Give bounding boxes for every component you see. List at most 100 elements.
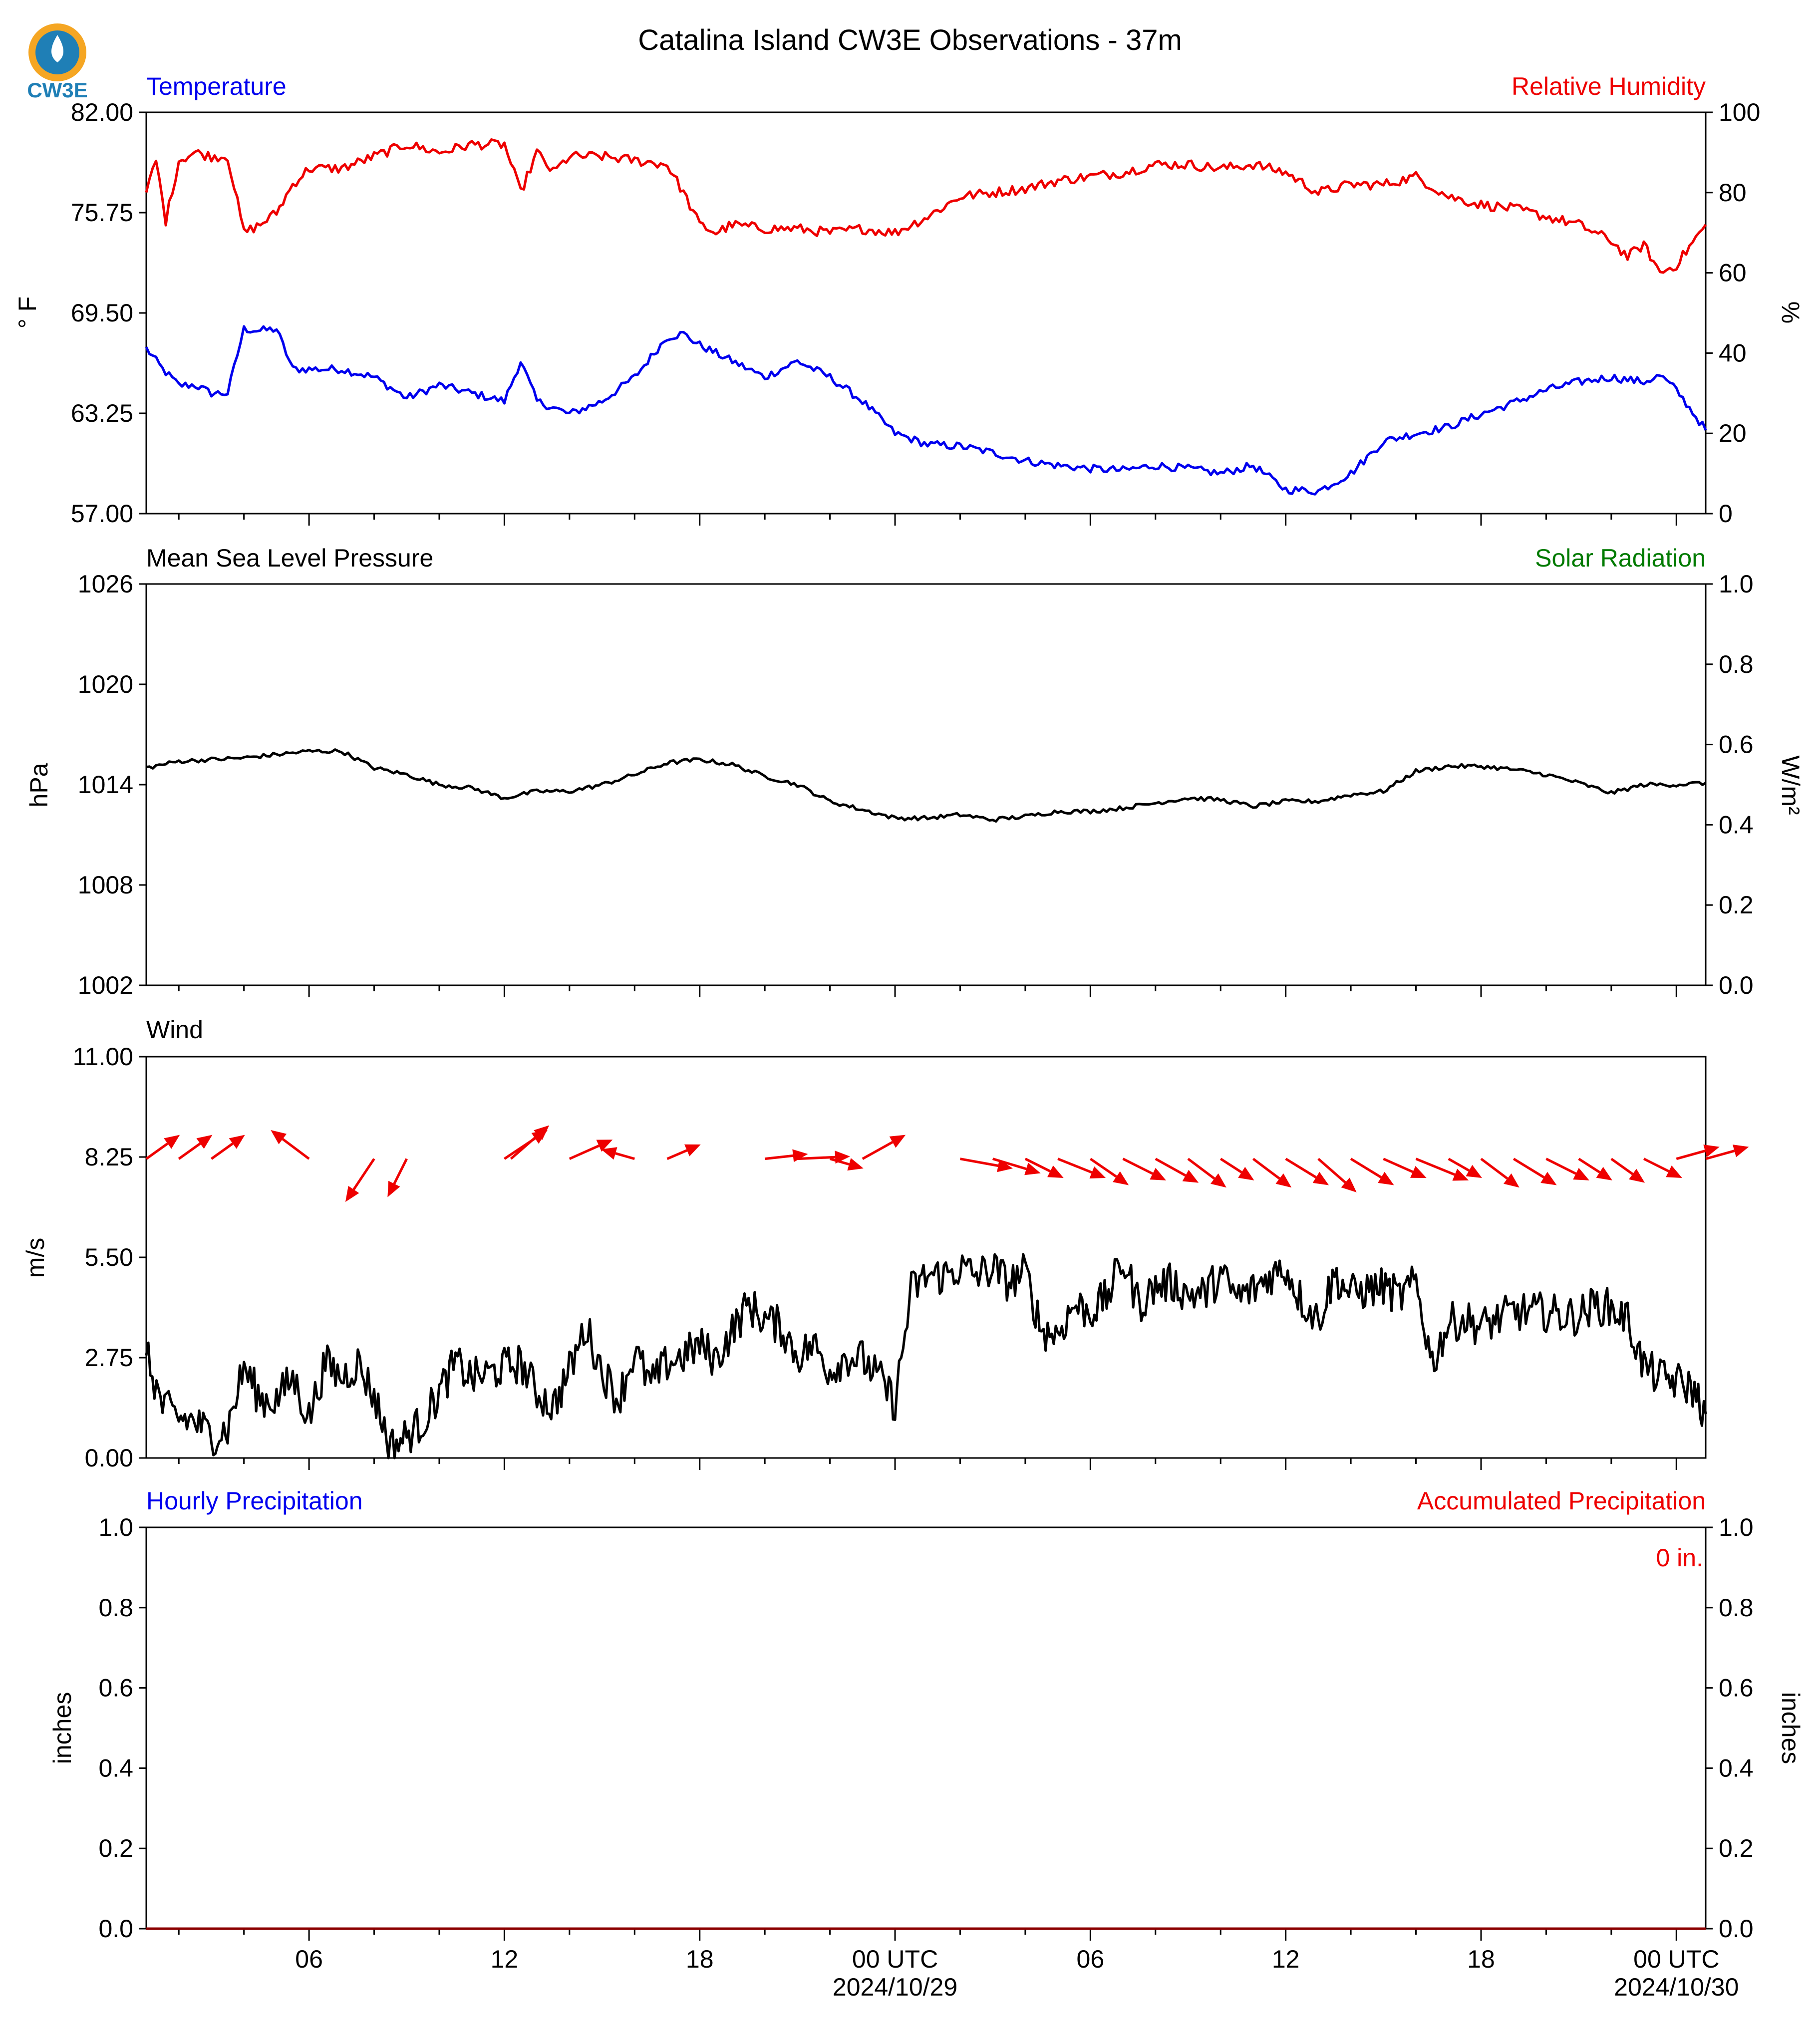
wind-arrow	[1317, 1158, 1357, 1192]
series-line-0	[146, 748, 1707, 823]
wind-arrow	[1545, 1158, 1589, 1180]
wind-arrow-shaft	[1219, 1158, 1242, 1173]
wind-arrow	[1513, 1158, 1557, 1185]
wind-arrow	[1122, 1158, 1166, 1180]
left-tick-label: 0.4	[98, 1754, 133, 1782]
right-tick-label: 80	[1719, 179, 1747, 207]
right-tick-label: 0.4	[1719, 1754, 1754, 1782]
solar-ylabel: W/m²	[1777, 755, 1805, 815]
wind-arrow	[1415, 1158, 1469, 1181]
wind-arrow-shaft	[145, 1143, 169, 1160]
wind-arrow	[1057, 1158, 1106, 1178]
wind-arrow-head	[1341, 1177, 1357, 1192]
wind-arrow	[210, 1135, 245, 1160]
wind-arrow-head	[196, 1135, 213, 1149]
wind-arrow-shaft	[1024, 1158, 1051, 1172]
x-tick-date-label: 2024/10/30	[1614, 1973, 1739, 2001]
wind-arrow-shaft	[1089, 1158, 1117, 1178]
wind-arrow-shaft	[1155, 1158, 1187, 1177]
wind-arrow-shaft	[282, 1138, 310, 1160]
wind-arrow-head	[1452, 1168, 1469, 1181]
right-tick-label: 0.6	[1719, 1674, 1754, 1702]
series-line-0	[145, 1253, 1707, 1459]
wind-arrow-head	[601, 1147, 617, 1160]
accumulated-precip-ylabel: inches	[1777, 1692, 1805, 1764]
wind-arrow-shaft	[1643, 1158, 1670, 1172]
wind-arrow-shaft	[1415, 1158, 1456, 1176]
left-tick-label: 0.6	[98, 1674, 133, 1702]
wind-arrow-head	[1596, 1166, 1612, 1180]
right-tick-label: 40	[1719, 339, 1747, 367]
wind-arrow-head	[1211, 1173, 1226, 1188]
left-tick-label: 1014	[78, 771, 133, 799]
logo-drop-icon	[51, 35, 64, 62]
wind-arrow-shaft	[960, 1158, 999, 1167]
wind-arrow-shaft	[1480, 1158, 1509, 1180]
wind-arrow-shaft	[1383, 1158, 1414, 1173]
wind-arrow-head	[1275, 1173, 1292, 1188]
panel-frame	[145, 1056, 1707, 1459]
wind-arrow	[345, 1158, 375, 1202]
wind-arrow-shaft	[1252, 1158, 1280, 1180]
left-tick-label: 1026	[78, 570, 133, 598]
wind-arrow	[1643, 1158, 1682, 1178]
wind-arrow-head	[1113, 1171, 1129, 1185]
left-tick-label: 1020	[78, 670, 133, 698]
wind-arrow-head	[1540, 1171, 1557, 1185]
wind-arrow-shaft	[1513, 1158, 1545, 1178]
wind-arrow	[1219, 1158, 1254, 1180]
panel-frame	[145, 111, 1707, 515]
right-axis-ticks: 0.0 0.2 0.4 0.6 0.8 1.0	[1706, 570, 1754, 999]
wind-ylabel: m/s	[21, 1238, 49, 1278]
wind-arrow-head	[1150, 1167, 1166, 1180]
wind-arrow	[510, 1125, 550, 1160]
solar-title: Solar Radiation	[1535, 544, 1706, 572]
left-tick-label: 5.50	[85, 1243, 133, 1271]
wind-arrow	[271, 1130, 310, 1160]
wind-arrow-head	[345, 1185, 359, 1202]
plot-series	[146, 748, 1707, 823]
wind-arrow-shaft	[764, 1154, 794, 1160]
accumulated-precip-title: Accumulated Precipitation	[1417, 1487, 1706, 1515]
x-tick-label: 12	[491, 1945, 519, 1973]
wind-arrow-head	[596, 1140, 613, 1152]
wind-arrow-shaft	[615, 1152, 635, 1160]
left-tick-label: 57.00	[71, 500, 133, 528]
wind-arrow	[1448, 1158, 1482, 1178]
wind-arrow-shaft	[1057, 1158, 1093, 1174]
wind-arrow	[1676, 1145, 1720, 1160]
wind-arrow-shaft	[1285, 1158, 1317, 1178]
plot-series	[145, 138, 1707, 496]
series-line-1	[145, 138, 1707, 274]
wind-arrow-head	[1024, 1162, 1041, 1175]
right-tick-label: 20	[1719, 419, 1747, 447]
wind-arrow-head	[1573, 1167, 1589, 1180]
pressure-ylabel: hPa	[25, 763, 53, 807]
wind-arrow-shaft	[1610, 1158, 1634, 1175]
wind-arrow	[1252, 1158, 1292, 1188]
wind-arrow-head	[1410, 1165, 1427, 1178]
wind-arrow-head	[1182, 1169, 1199, 1183]
wind-arrow	[764, 1149, 808, 1162]
right-tick-label: 60	[1719, 259, 1747, 287]
temperature-ylabel: ° F	[13, 296, 41, 328]
left-tick-label: 82.00	[71, 98, 133, 126]
wind-arrow-shaft	[393, 1158, 408, 1184]
x-tick-label: 18	[686, 1945, 714, 1973]
wind-arrow-shaft	[1122, 1158, 1154, 1175]
wind-arrow-shaft	[1187, 1158, 1215, 1180]
wind-arrow-shaft	[1705, 1150, 1735, 1160]
wind-arrow	[1024, 1158, 1064, 1178]
wind-arrow-shaft	[797, 1156, 836, 1160]
wind-arrow-shaft	[1676, 1150, 1706, 1160]
right-tick-label: 0	[1719, 500, 1733, 528]
left-tick-label: 75.75	[71, 199, 133, 227]
right-tick-label: 1.0	[1719, 1513, 1754, 1541]
left-tick-label: 0.0	[98, 1915, 133, 1943]
wind-arrow-head	[1703, 1145, 1720, 1158]
wind-arrow-head	[1733, 1145, 1749, 1158]
wind-arrow	[1705, 1145, 1749, 1160]
wind-arrow-head	[1378, 1171, 1394, 1185]
